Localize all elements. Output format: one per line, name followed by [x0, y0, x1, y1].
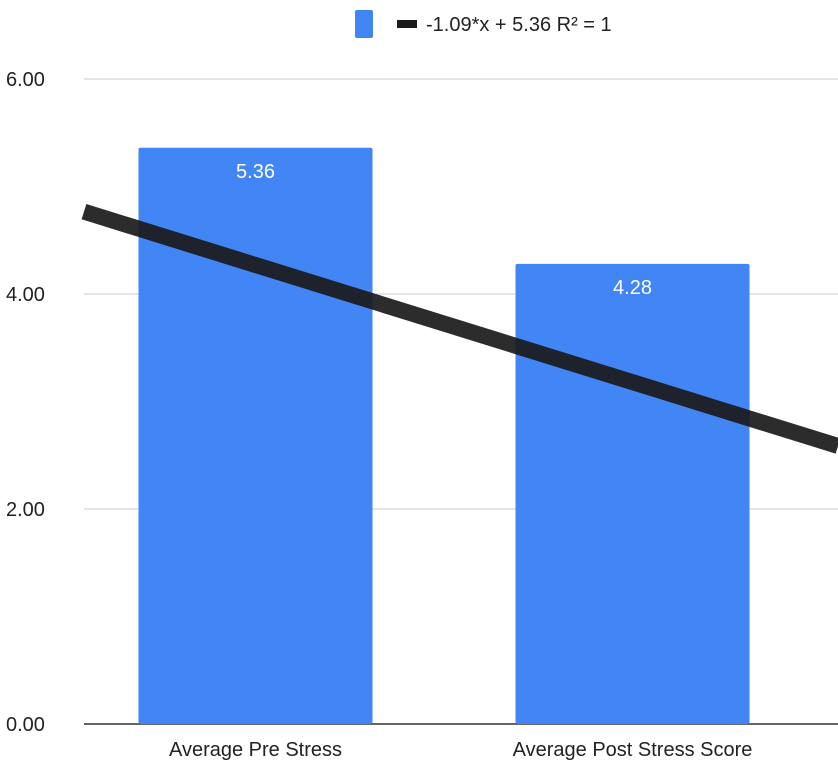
x-category-label: Average Pre Stress: [169, 739, 342, 761]
legend-bar-swatch: [355, 10, 373, 38]
y-tick-label: 6.00: [6, 69, 45, 91]
legend: -1.09*x + 5.36 R² = 1: [355, 10, 612, 38]
label-layer: 0.00 2.00 4.00 6.00 5.36 Average Pre Stress 4.…: [6, 69, 752, 761]
legend-trendline-swatch: [397, 20, 417, 28]
x-category-label: Average Post Stress Score: [513, 739, 753, 761]
y-tick-label: 0.00: [6, 714, 45, 736]
legend-trendline-label: -1.09*x + 5.36 R² = 1: [426, 14, 612, 36]
y-tick-label: 4.00: [6, 284, 45, 306]
bar: [138, 147, 373, 725]
data-label: 4.28: [613, 277, 652, 299]
trendline-layer: [81, 204, 838, 454]
bar-layer: [138, 147, 750, 725]
data-label: 5.36: [236, 161, 275, 183]
trendline: [81, 204, 838, 454]
bar: [515, 263, 750, 724]
y-tick-label: 2.00: [6, 499, 45, 521]
